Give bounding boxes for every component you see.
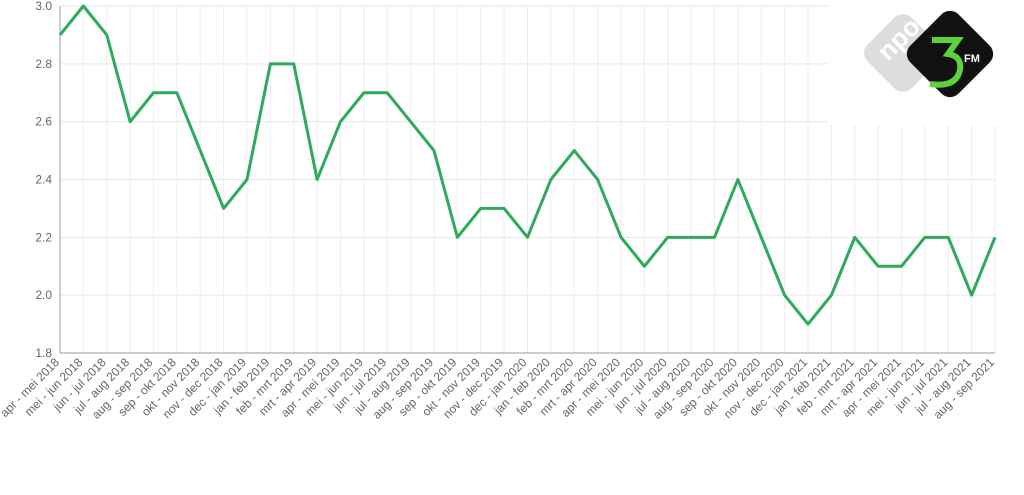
y-tick-label: 3.0 <box>35 0 52 13</box>
y-tick-label: 1.8 <box>35 346 52 360</box>
y-tick-label: 2.0 <box>35 288 52 302</box>
y-tick-label: 2.4 <box>35 173 52 187</box>
logo-fm-text: FM <box>964 53 980 65</box>
data-line <box>58 4 997 326</box>
logo-3-shape <box>929 37 964 88</box>
y-tick-label: 2.2 <box>35 230 52 244</box>
y-tick-label: 2.8 <box>35 57 52 71</box>
logo: npo FM <box>828 0 998 125</box>
y-tick-label: 2.6 <box>35 115 52 129</box>
